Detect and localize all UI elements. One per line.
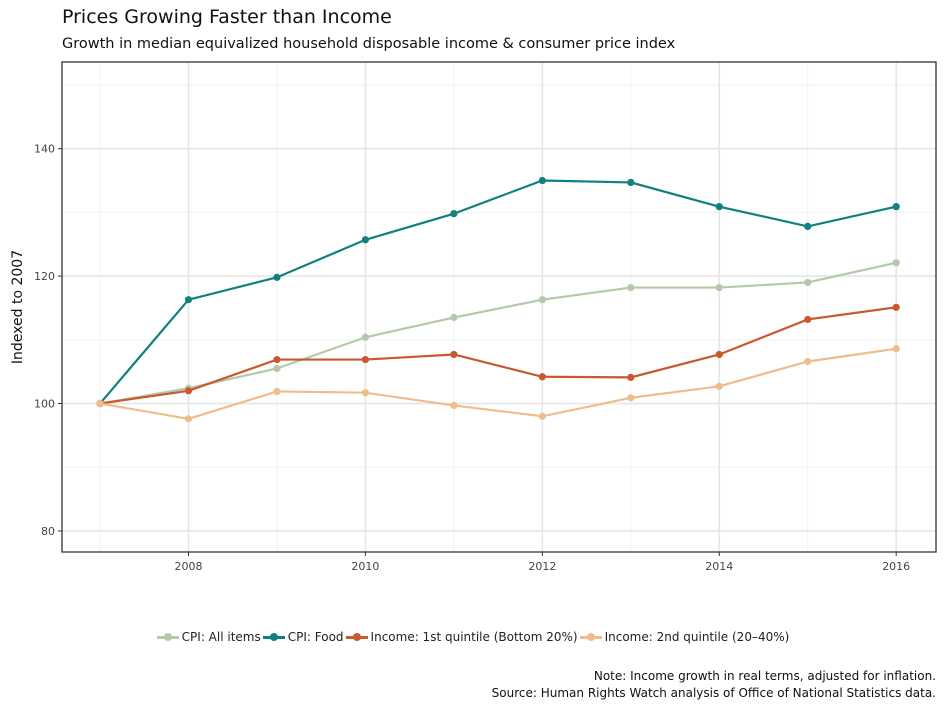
data-point bbox=[804, 315, 812, 324]
data-point bbox=[361, 236, 370, 244]
data-point bbox=[273, 387, 281, 396]
data-point bbox=[804, 222, 812, 230]
legend-label: Income: 2nd quintile (20–40%) bbox=[604, 630, 790, 644]
series-line bbox=[99, 347, 897, 420]
data-point bbox=[804, 357, 812, 366]
chart-subtitle: Growth in median equivalized household d… bbox=[62, 36, 676, 52]
series-line bbox=[99, 261, 897, 405]
data-point bbox=[538, 412, 546, 420]
data-point bbox=[96, 399, 104, 408]
data-point bbox=[184, 415, 193, 423]
data-point bbox=[361, 389, 370, 397]
y-tick-label: 100 bbox=[34, 398, 55, 411]
legend-key bbox=[579, 631, 602, 643]
series-3 bbox=[96, 345, 900, 423]
source-line: Source: Human Rights Watch analysis of O… bbox=[491, 686, 936, 700]
legend-label: CPI: Food bbox=[287, 630, 344, 644]
legend: CPI: All items CPI: Food Income: 1st quint… bbox=[0, 630, 946, 644]
data-point bbox=[804, 278, 812, 287]
data-point bbox=[715, 203, 723, 211]
legend-item: CPI: All items bbox=[156, 630, 261, 644]
x-tick-label: 2014 bbox=[705, 560, 733, 573]
legend-key bbox=[345, 631, 368, 643]
data-point bbox=[627, 178, 635, 187]
legend-key bbox=[156, 631, 179, 643]
data-point bbox=[715, 350, 723, 359]
data-point bbox=[361, 355, 370, 364]
data-point bbox=[892, 303, 900, 311]
data-point bbox=[892, 259, 900, 267]
x-tick-label: 2016 bbox=[882, 560, 910, 573]
chart-title: Prices Growing Faster than Income bbox=[62, 6, 392, 28]
note-line: Note: Income growth in real terms, adjus… bbox=[593, 669, 936, 683]
series-0 bbox=[96, 259, 900, 408]
legend-label: Income: 1st quintile (Bottom 20%) bbox=[370, 630, 578, 644]
series-line bbox=[99, 179, 897, 405]
plot-border bbox=[61, 61, 937, 553]
x-tick-label: 2012 bbox=[528, 560, 556, 573]
data-point bbox=[892, 345, 900, 353]
y-tick-label: 80 bbox=[41, 525, 55, 538]
data-point bbox=[184, 296, 193, 304]
legend-label: CPI: All items bbox=[181, 630, 261, 644]
legend-item: CPI: Food bbox=[262, 630, 344, 644]
data-point bbox=[538, 176, 546, 185]
data-point bbox=[273, 355, 281, 364]
data-point bbox=[892, 203, 900, 211]
y-axis-label: Indexed to 2007 bbox=[10, 250, 26, 364]
data-point bbox=[627, 373, 635, 382]
note: Note: Income growth in real terms, adjus… bbox=[492, 668, 936, 702]
data-point bbox=[184, 387, 193, 395]
y-tick-label: 120 bbox=[34, 270, 55, 283]
legend-item: Income: 1st quintile (Bottom 20%) bbox=[345, 630, 578, 644]
x-tick-label: 2008 bbox=[175, 560, 203, 573]
x-tick-label: 2010 bbox=[351, 560, 379, 573]
series-1 bbox=[96, 176, 900, 408]
series-line bbox=[99, 306, 897, 405]
data-point bbox=[273, 273, 281, 281]
y-tick-label: 140 bbox=[34, 143, 55, 156]
legend-item: Income: 2nd quintile (20–40%) bbox=[579, 630, 790, 644]
data-point bbox=[715, 283, 723, 292]
data-point bbox=[715, 382, 723, 390]
data-point bbox=[538, 373, 546, 381]
line-chart: Indexed to 2007 80 100 120 140 2008 2010 2012 2… bbox=[10, 61, 937, 573]
data-point bbox=[627, 283, 635, 292]
data-point bbox=[627, 394, 635, 402]
data-point bbox=[450, 401, 458, 410]
series-2 bbox=[96, 303, 900, 408]
legend-key bbox=[262, 631, 285, 643]
data-point bbox=[273, 364, 281, 373]
data-point bbox=[450, 210, 458, 218]
data-point bbox=[450, 350, 458, 359]
data-point bbox=[450, 313, 458, 322]
data-point bbox=[361, 333, 370, 341]
data-point bbox=[538, 296, 546, 304]
